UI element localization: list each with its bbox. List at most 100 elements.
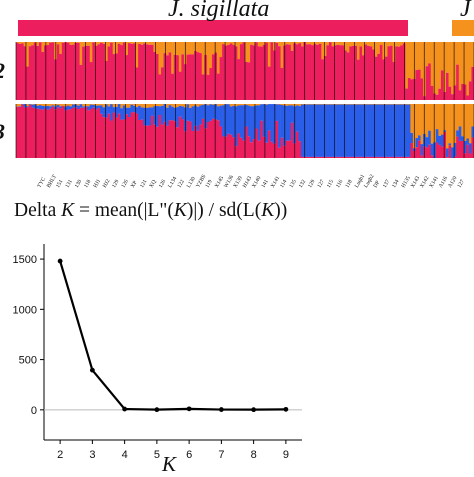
k3-pink-segment (16, 107, 19, 158)
k3-blue-segment (263, 104, 266, 137)
k2-pink-segment (347, 52, 350, 100)
k3-pink-segment (138, 120, 141, 158)
k3-orange-segment (421, 104, 424, 144)
y-tick-label: 500 (19, 355, 37, 367)
k3-blue-segment (400, 105, 403, 157)
k3-pink-segment (125, 114, 128, 158)
k2-orange-segment (408, 42, 411, 78)
x-tick-label: 8 (251, 449, 257, 461)
k3-orange-segment (199, 104, 202, 105)
k2-pink-segment (466, 95, 469, 100)
k2-orange-segment (380, 42, 383, 45)
k2-pink-segment (179, 72, 182, 100)
k2-orange-segment (276, 42, 279, 43)
k2-orange-segment (263, 42, 266, 45)
k3-pink-segment (77, 109, 80, 158)
k3-pink-segment (263, 137, 266, 158)
k3-orange-segment (82, 104, 85, 106)
k2-pink-segment (141, 45, 144, 100)
sample-label: 151 (55, 179, 64, 189)
k2-pink-segment (314, 44, 317, 100)
k2-orange-segment (158, 42, 161, 74)
k3-blue-segment (265, 105, 268, 143)
k3-blue-segment (342, 105, 345, 157)
k3-orange-segment (62, 104, 65, 106)
k3-pink-segment (171, 120, 174, 158)
k3-orange-segment (194, 104, 197, 105)
k2-pink-segment (220, 57, 223, 100)
k3-pink-segment (148, 125, 151, 158)
k3-orange-segment (240, 104, 243, 105)
k3-blue-segment (410, 133, 413, 143)
k2-orange-segment (395, 42, 398, 46)
k2-orange-segment (286, 42, 289, 44)
k3-blue-segment (189, 108, 192, 122)
k2-pink-segment (245, 62, 248, 100)
k3-blue-segment (441, 135, 444, 147)
k3-pink-segment (288, 141, 291, 158)
k3-blue-segment (197, 107, 200, 131)
k2-pink-segment (87, 46, 90, 100)
k2-orange-segment (436, 42, 439, 95)
delta-k-point (58, 259, 63, 264)
k3-blue-segment (220, 106, 223, 127)
k2-orange-segment (332, 42, 335, 46)
k3-orange-segment (398, 104, 401, 105)
k3-pink-segment (337, 157, 340, 158)
k3-orange-segment (339, 104, 342, 105)
k3-pink-segment (398, 157, 401, 158)
k3-pink-segment (240, 138, 243, 158)
k3-blue-segment (164, 104, 167, 122)
k3-pink-segment (469, 154, 472, 158)
k2-pink-segment (375, 57, 378, 100)
k2-pink-segment (237, 59, 240, 100)
k2-orange-segment (125, 42, 128, 55)
sample-label: 118 (83, 179, 92, 189)
k3-pink-segment (227, 134, 230, 158)
k3-orange-segment (380, 104, 383, 105)
k2-orange-segment (207, 42, 210, 75)
k3-pink-segment (29, 105, 32, 158)
k3-orange-segment (309, 104, 312, 105)
k2-orange-segment (306, 42, 309, 44)
k2-pink-segment (393, 62, 396, 100)
k2-pink-segment (418, 70, 421, 100)
k2-pink-segment (232, 45, 235, 100)
k3-blue-segment (87, 106, 90, 110)
k2-orange-segment (438, 42, 441, 89)
k3-blue-segment (286, 106, 289, 141)
k2-orange-segment (197, 42, 200, 52)
k2-pink-segment (26, 67, 29, 100)
k3-blue-segment (288, 105, 291, 140)
k2-orange-segment (49, 42, 52, 43)
k3-orange-segment (382, 104, 385, 105)
k3-pink-segment (110, 121, 113, 158)
k3-blue-segment (309, 105, 312, 157)
k3-blue-segment (387, 105, 390, 157)
sample-label: XP (130, 180, 139, 189)
k3-orange-segment (387, 104, 390, 105)
k2-orange-segment (393, 42, 396, 62)
k2-orange-segment (354, 42, 357, 46)
k2-pink-segment (380, 45, 383, 100)
k3-blue-segment (120, 108, 123, 120)
k2-pink-segment (276, 43, 279, 100)
k2-pink-segment (360, 46, 363, 100)
k2-orange-segment (360, 42, 363, 46)
k3-pink-segment (36, 109, 39, 158)
k2-pink-segment (34, 43, 37, 100)
k3-blue-segment (360, 105, 363, 157)
k3-pink-segment (387, 157, 390, 158)
k2-pink-segment (57, 44, 60, 100)
k3-blue-segment (418, 135, 421, 140)
k3-blue-segment (230, 107, 233, 135)
k3-blue-segment (451, 147, 454, 158)
sample-label: 130 (74, 179, 83, 189)
k3-pink-segment (169, 120, 172, 158)
k2-orange-segment (151, 42, 154, 45)
k3-pink-segment (255, 128, 258, 158)
k2-pink-segment (342, 45, 345, 100)
k2-pink-segment (92, 42, 95, 100)
k3-blue-segment (199, 105, 202, 124)
k3-blue-segment (176, 107, 179, 127)
